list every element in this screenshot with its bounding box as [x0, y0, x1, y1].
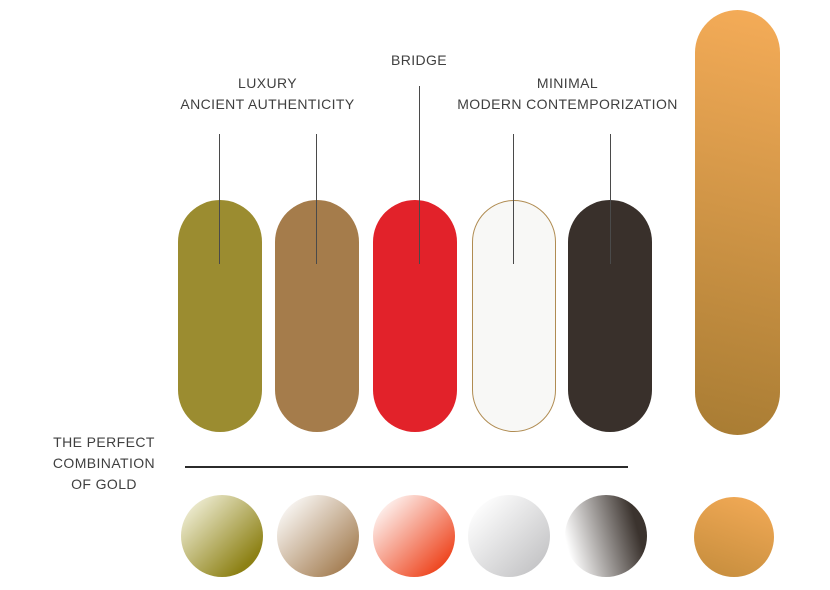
bridge-label-line1: BRIDGE: [390, 52, 448, 68]
connector-line-charcoal: [610, 134, 611, 264]
swatch-pill-bridge-red: [373, 200, 457, 432]
perfect-gold-label: THE PERFECT COMBINATION OF GOLD: [25, 432, 183, 495]
perfect-gold-label-line2: COMBINATION: [52, 455, 156, 471]
luxury-label-line2: ANCIENT AUTHENTICITY: [180, 96, 355, 112]
gradient-circle-olive: [181, 495, 263, 577]
luxury-label: LUXURY ANCIENT AUTHENTICITY: [140, 73, 395, 115]
gradient-circle-charcoal: [565, 495, 647, 577]
divider-line: [185, 466, 628, 468]
connector-line-olive: [219, 134, 220, 264]
luxury-label-line1: LUXURY: [238, 75, 297, 91]
minimal-label-line2: MODERN CONTEMPORIZATION: [457, 96, 678, 112]
bridge-label: BRIDGE: [344, 50, 494, 71]
connector-line-brown: [316, 134, 317, 264]
connector-line-bridge: [419, 86, 420, 264]
connector-line-white: [513, 134, 514, 264]
swatch-pill-olive-gold: [178, 200, 262, 432]
perfect-gold-label-line3: OF GOLD: [71, 476, 137, 492]
swatch-pill-antique-brown: [275, 200, 359, 432]
swatch-pill-minimal-white: [472, 200, 556, 432]
gradient-circle-brown: [277, 495, 359, 577]
perfect-gold-label-line1: THE PERFECT: [53, 434, 155, 450]
gold-circle: [694, 497, 774, 577]
minimal-label: MINIMAL MODERN CONTEMPORIZATION: [440, 73, 695, 115]
gradient-circle-red: [373, 495, 455, 577]
minimal-label-line1: MINIMAL: [536, 75, 599, 91]
gold-gradient-pill: [695, 10, 780, 435]
gradient-circle-silver: [468, 495, 550, 577]
